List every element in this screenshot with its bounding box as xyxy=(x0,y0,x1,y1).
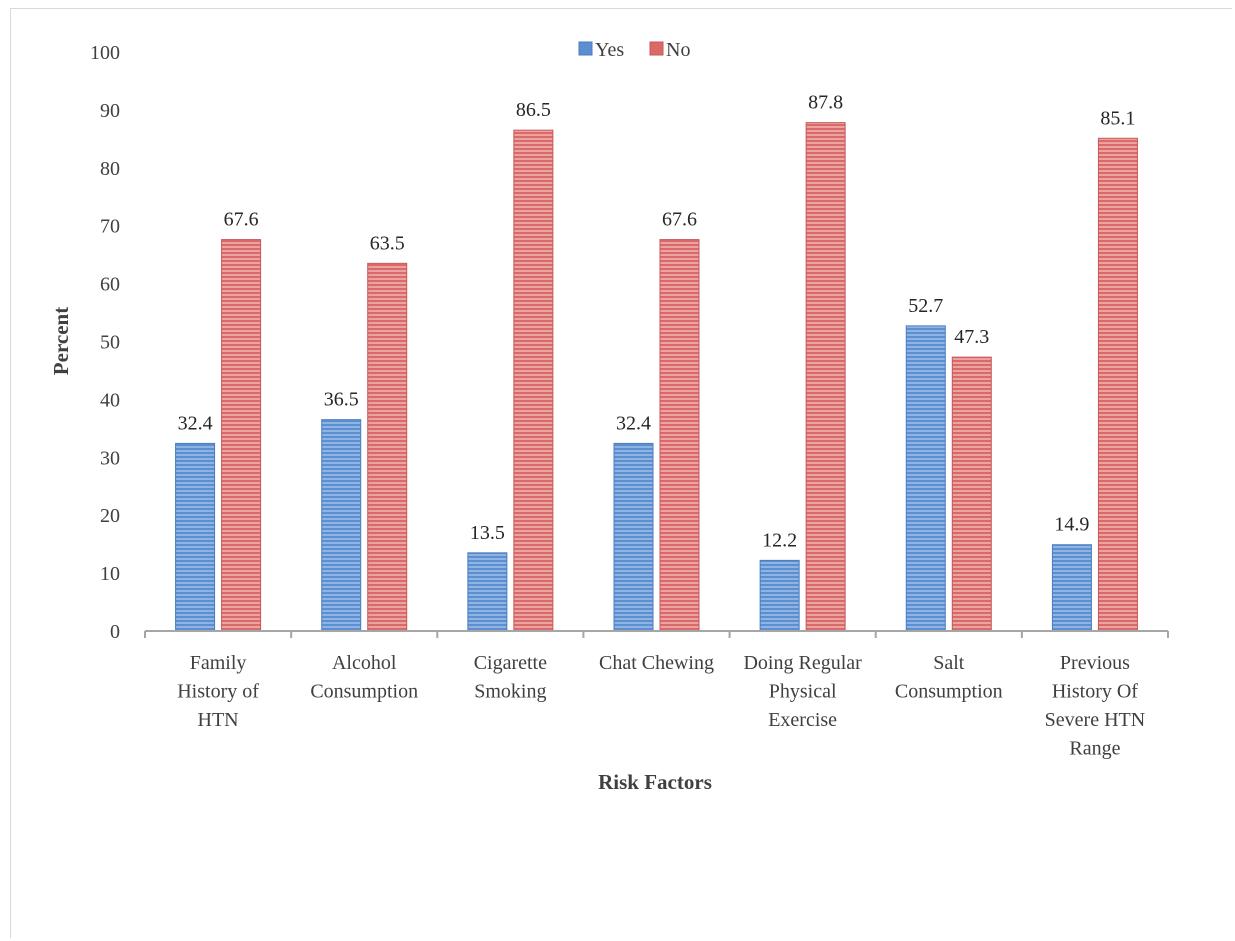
y-axis-ticks: 0 10 20 30 40 50 60 70 80 90 100 xyxy=(90,42,120,643)
y-tick-label: 50 xyxy=(100,332,120,354)
bar-no xyxy=(367,262,408,632)
x-category-label: Chat Chewing xyxy=(599,652,714,674)
bar-yes xyxy=(905,325,946,632)
bars: 32.4 36.5 13.5 32.4 12.2 52.7 14.9 67.6 63.5 86.5… xyxy=(175,92,1138,632)
x-category-label: Salt Consumption xyxy=(895,652,1003,703)
data-label: 36.5 xyxy=(324,389,359,411)
y-tick-label: 90 xyxy=(100,100,120,122)
x-category-label: Family History of HTN xyxy=(177,652,259,731)
bar-yes xyxy=(613,442,654,632)
x-axis-title: Risk Factors xyxy=(598,770,712,794)
legend-swatch-yes xyxy=(578,41,593,56)
y-tick-label: 100 xyxy=(90,42,120,64)
y-tick-label: 60 xyxy=(100,274,120,296)
y-tick-label: 40 xyxy=(100,389,120,411)
x-category-label: Previous History Of Severe HTN Range xyxy=(1045,652,1146,760)
x-category-label: Alcohol Consumption xyxy=(310,652,418,703)
bar-no xyxy=(805,122,846,632)
bar-yes xyxy=(1051,544,1092,632)
data-label: 86.5 xyxy=(516,99,551,121)
legend: Yes No xyxy=(578,39,690,61)
y-axis-title: Percent xyxy=(49,307,73,375)
legend-label-no: No xyxy=(666,39,690,61)
data-label: 32.4 xyxy=(178,412,213,434)
y-tick-label: 30 xyxy=(100,447,120,469)
bar-yes xyxy=(175,442,216,632)
y-tick-label: 10 xyxy=(100,563,120,585)
data-label: 85.1 xyxy=(1100,107,1135,129)
y-tick-label: 80 xyxy=(100,158,120,180)
bar-no xyxy=(513,129,554,632)
bar-yes xyxy=(759,559,800,632)
bar-no xyxy=(659,239,700,632)
bar-no xyxy=(221,239,262,632)
data-label: 14.9 xyxy=(1054,514,1089,536)
x-axis xyxy=(144,630,1169,638)
bar-yes xyxy=(467,552,508,632)
legend-label-yes: Yes xyxy=(595,39,624,61)
bar-yes xyxy=(321,419,362,632)
data-label: 87.8 xyxy=(808,92,843,114)
data-label: 67.6 xyxy=(662,209,697,231)
data-label: 13.5 xyxy=(470,522,505,544)
x-axis-categories: Family History of HTN Alcohol Consumption Cig… xyxy=(177,652,1145,760)
data-label: 52.7 xyxy=(908,295,943,317)
y-tick-label: 0 xyxy=(110,621,120,643)
legend-swatch-no xyxy=(649,41,664,56)
data-label: 12.2 xyxy=(762,529,797,551)
data-label: 47.3 xyxy=(954,326,989,348)
data-label: 63.5 xyxy=(370,232,405,254)
x-category-label: Cigarette Smoking xyxy=(474,652,547,703)
chart-frame xyxy=(10,8,1232,938)
bar-no xyxy=(951,356,992,632)
bar-no xyxy=(1097,137,1138,632)
y-tick-label: 20 xyxy=(100,505,120,527)
data-label: 67.6 xyxy=(224,209,259,231)
data-label: 32.4 xyxy=(616,412,651,434)
x-category-label: Doing Regular Physical Exercise xyxy=(743,652,862,731)
y-tick-label: 70 xyxy=(100,216,120,238)
